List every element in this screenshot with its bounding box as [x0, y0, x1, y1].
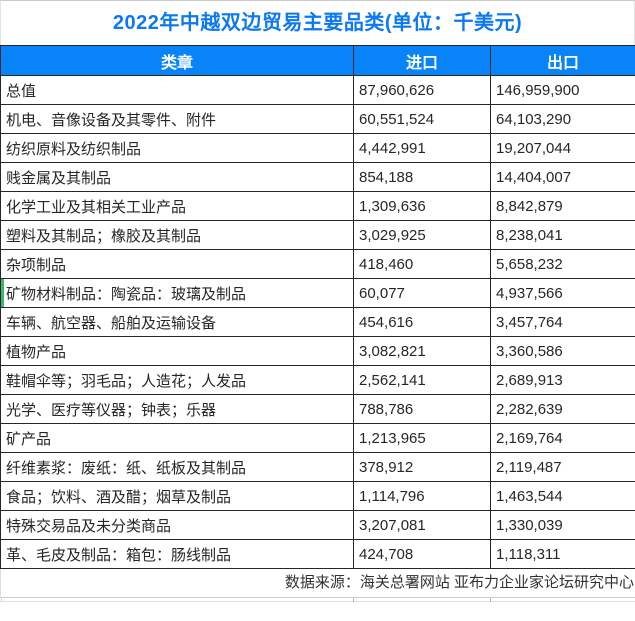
category-cell: 特殊交易品及未分类商品	[0, 510, 354, 540]
table-row: 食品；饮料、酒及醋；烟草及制品 1,114,796 1,463,544	[0, 481, 635, 511]
export-cell: 2,119,487	[490, 452, 635, 482]
gridline-tick	[1, 598, 2, 602]
table-body: 总值 87,960,626 146,959,900 机电、音像设备及其零件、附件 60,…	[0, 75, 635, 569]
import-cell: 454,616	[353, 307, 491, 337]
table-row: 植物产品 3,082,821 3,360,586	[0, 336, 635, 366]
table-row: 革、毛皮及制品：箱包：肠线制品 424,708 1,118,311	[0, 539, 635, 569]
category-cell: 塑料及其制品；橡胶及其制品	[0, 220, 354, 250]
page-title: 2022年中越双边贸易主要品类(单位：千美元)	[0, 0, 635, 45]
import-cell: 418,460	[353, 249, 491, 279]
gridline-tick	[353, 598, 354, 602]
export-cell: 8,842,879	[490, 191, 635, 221]
export-cell: 5,658,232	[490, 249, 635, 279]
export-cell: 14,404,007	[490, 162, 635, 192]
export-cell: 2,282,639	[490, 394, 635, 424]
export-cell: 1,463,544	[490, 481, 635, 511]
table-row: 矿物材料制品：陶瓷品：玻璃及制品 60,077 4,937,566	[0, 278, 635, 308]
table-row: 纤维素浆：废纸：纸、纸板及其制品 378,912 2,119,487	[0, 452, 635, 482]
import-cell: 3,207,081	[353, 510, 491, 540]
table-row: 贱金属及其制品 854,188 14,404,007	[0, 162, 635, 192]
table-row: 杂项制品 418,460 5,658,232	[0, 249, 635, 279]
category-cell: 纺织原料及纺织制品	[0, 133, 354, 163]
table-row: 光学、医疗等仪器；钟表；乐器 788,786 2,282,639	[0, 394, 635, 424]
import-cell: 378,912	[353, 452, 491, 482]
category-cell: 车辆、航空器、船舶及运输设备	[0, 307, 354, 337]
import-cell: 1,213,965	[353, 423, 491, 453]
import-cell: 3,082,821	[353, 336, 491, 366]
table-row: 机电、音像设备及其零件、附件 60,551,524 64,103,290	[0, 104, 635, 134]
category-cell: 革、毛皮及制品：箱包：肠线制品	[0, 539, 354, 569]
gridline-tick	[490, 598, 491, 602]
trade-table: 类章 进口 出口 总值 87,960,626 146,959,900 机电、音像设备及…	[0, 45, 635, 569]
category-cell: 化学工业及其相关工业产品	[0, 191, 354, 221]
category-cell: 总值	[0, 75, 354, 105]
import-cell: 4,442,991	[353, 133, 491, 163]
export-cell: 146,959,900	[490, 75, 635, 105]
table-row: 总值 87,960,626 146,959,900	[0, 75, 635, 105]
table-row: 特殊交易品及未分类商品 3,207,081 1,330,039	[0, 510, 635, 540]
category-cell: 光学、医疗等仪器；钟表；乐器	[0, 394, 354, 424]
category-cell: 纤维素浆：废纸：纸、纸板及其制品	[0, 452, 354, 482]
export-cell: 3,457,764	[490, 307, 635, 337]
category-cell: 杂项制品	[0, 249, 354, 279]
table-row: 车辆、航空器、船舶及运输设备 454,616 3,457,764	[0, 307, 635, 337]
col-header-category: 类章	[0, 45, 354, 76]
export-cell: 4,937,566	[490, 278, 635, 308]
category-cell: 机电、音像设备及其零件、附件	[0, 104, 354, 134]
table-row: 矿产品 1,213,965 2,169,764	[0, 423, 635, 453]
export-cell: 19,207,044	[490, 133, 635, 163]
col-header-import: 进口	[353, 45, 491, 76]
category-cell: 鞋帽伞等；羽毛品；人造花；人发品	[0, 365, 354, 395]
import-cell: 3,029,925	[353, 220, 491, 250]
table-row: 化学工业及其相关工业产品 1,309,636 8,842,879	[0, 191, 635, 221]
table-row: 纺织原料及纺织制品 4,442,991 19,207,044	[0, 133, 635, 163]
export-cell: 64,103,290	[490, 104, 635, 134]
export-cell: 8,238,041	[490, 220, 635, 250]
import-cell: 2,562,141	[353, 365, 491, 395]
category-cell: 食品；饮料、酒及醋；烟草及制品	[0, 481, 354, 511]
import-cell: 1,114,796	[353, 481, 491, 511]
category-cell: 矿物材料制品：陶瓷品：玻璃及制品	[0, 278, 354, 308]
category-cell: 贱金属及其制品	[0, 162, 354, 192]
col-header-export: 出口	[490, 45, 635, 76]
category-cell: 植物产品	[0, 336, 354, 366]
import-cell: 60,077	[353, 278, 491, 308]
import-cell: 60,551,524	[353, 104, 491, 134]
table-row: 塑料及其制品；橡胶及其制品 3,029,925 8,238,041	[0, 220, 635, 250]
import-cell: 788,786	[353, 394, 491, 424]
export-cell: 2,169,764	[490, 423, 635, 453]
category-cell: 矿产品	[0, 423, 354, 453]
header-row: 类章 进口 出口	[0, 45, 635, 76]
export-cell: 3,360,586	[490, 336, 635, 366]
export-cell: 1,330,039	[490, 510, 635, 540]
table-row: 鞋帽伞等；羽毛品；人造花；人发品 2,562,141 2,689,913	[0, 365, 635, 395]
bottom-gridlines	[0, 598, 635, 602]
export-cell: 2,689,913	[490, 365, 635, 395]
source-note: 数据来源：海关总署网站 亚布力企业家论坛研究中心	[0, 569, 635, 598]
import-cell: 424,708	[353, 539, 491, 569]
import-cell: 854,188	[353, 162, 491, 192]
export-cell: 1,118,311	[490, 539, 635, 569]
import-cell: 1,309,636	[353, 191, 491, 221]
import-cell: 87,960,626	[353, 75, 491, 105]
